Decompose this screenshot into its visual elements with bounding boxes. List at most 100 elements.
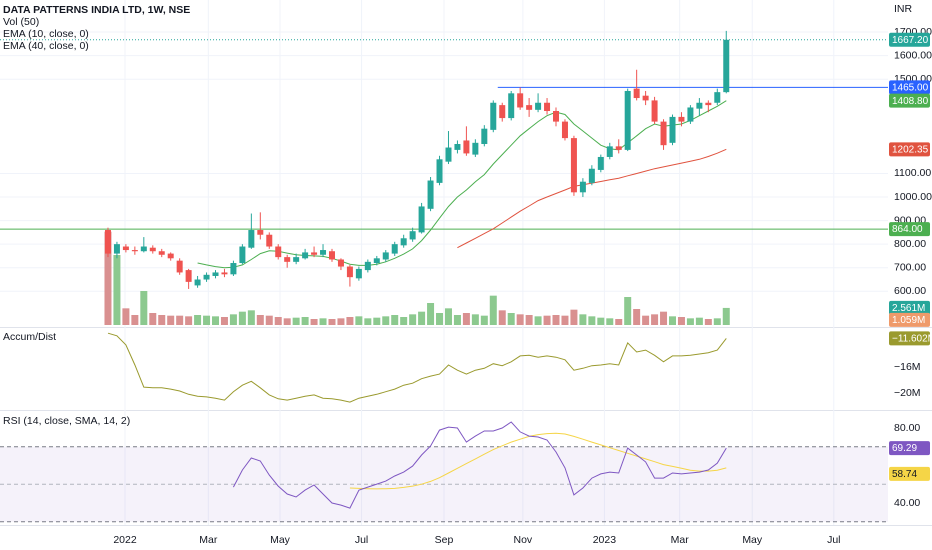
candle-body (436, 159, 443, 183)
candle-body (508, 93, 515, 119)
candle-body (553, 111, 560, 122)
volume-bar (516, 314, 524, 325)
ema-legend: EMA (10, close, 0) (3, 28, 89, 40)
volume-bar (203, 315, 211, 325)
volume-bar (319, 318, 327, 325)
candle-body (517, 93, 524, 108)
volume-bar (373, 317, 381, 325)
candle-body (104, 230, 111, 254)
candle-body (454, 143, 461, 150)
candle-body (194, 279, 201, 286)
volume-bar (382, 316, 390, 325)
volume-bar (418, 311, 426, 325)
x-tick-label: May (742, 534, 763, 546)
x-tick-label: Mar (199, 534, 218, 546)
candle-body (275, 246, 282, 258)
volume-bar (695, 317, 703, 325)
volume-bar (364, 318, 372, 325)
ema-legend: EMA (40, close, 0) (3, 40, 89, 52)
volume-bar (301, 317, 309, 325)
price-tag (889, 80, 930, 95)
candle-body (311, 252, 318, 255)
candle-body (418, 206, 425, 233)
candle-body (705, 102, 712, 106)
indicator-line (107, 332, 727, 403)
volume-bar (489, 295, 497, 325)
x-tick-label: Nov (514, 534, 533, 546)
volume-bar (453, 315, 461, 325)
x-tick-label: 2022 (113, 534, 137, 546)
y-tick-label: 80.00 (894, 422, 920, 434)
volume-bar (149, 313, 157, 325)
volume-bar (444, 308, 452, 325)
y-tick-label: 1000.00 (894, 191, 932, 203)
candle-body (651, 100, 658, 122)
y-tick-label: −16M (894, 361, 921, 373)
volume-bar (104, 231, 112, 325)
candle-body (526, 105, 533, 110)
candle-body (669, 116, 676, 143)
rsi-legend: RSI (14, close, SMA, 14, 2) (3, 415, 130, 427)
candle-body (320, 250, 327, 255)
price-tag-label: 1667.20 (892, 35, 929, 46)
price-tag-label: 1202.35 (892, 144, 929, 155)
x-tick-label: May (270, 534, 291, 546)
volume-bar (310, 319, 318, 325)
price-tag (889, 222, 930, 237)
volume-bar (328, 319, 336, 325)
candle-body (221, 272, 228, 275)
volume-bar (167, 315, 175, 325)
price-tag-label: 1408.80 (892, 96, 929, 107)
price-tag (889, 300, 930, 315)
candle-body (561, 121, 568, 139)
volume-bar (633, 309, 641, 325)
candle-body (472, 142, 479, 155)
y-tick-label: 1100.00 (894, 167, 931, 179)
x-tick-label: Mar (671, 534, 690, 546)
volume-bar (677, 317, 685, 325)
candle-body (293, 257, 300, 262)
candle-body (427, 180, 434, 209)
volume-bar (597, 317, 605, 325)
volume-bar (543, 315, 551, 325)
volume-bar (507, 313, 515, 325)
candle-body (158, 251, 165, 255)
y-tick-label: 700.00 (894, 262, 926, 274)
currency-label: INR (894, 3, 913, 15)
volume-bar (534, 316, 542, 325)
price-tag-label: 2.561M (892, 303, 925, 314)
candle-body (678, 116, 685, 122)
volume-bar (400, 317, 408, 325)
volume-bar (668, 316, 676, 325)
candle-body (212, 272, 219, 276)
candle-body (355, 268, 362, 279)
volume-bar (140, 291, 148, 325)
volume-bar (606, 318, 614, 325)
x-tick-label: 2023 (593, 534, 617, 546)
y-tick-label: −20M (894, 387, 921, 399)
candle-body (149, 247, 156, 252)
candle-body (167, 253, 174, 259)
volume-bar (346, 317, 354, 325)
price-tag (889, 93, 930, 108)
candle-body (723, 39, 730, 93)
candle-body (579, 181, 586, 193)
volume-bar (131, 315, 139, 325)
candle-body (328, 251, 335, 260)
candle-body (499, 105, 506, 119)
candle-body (382, 252, 389, 260)
candle-body (364, 261, 371, 271)
volume-bar (229, 314, 237, 325)
volume-bar (660, 311, 668, 325)
volume-bar (704, 319, 712, 325)
candle-body (490, 102, 497, 130)
price-tag (889, 142, 930, 157)
candle-body (140, 246, 147, 252)
volume-bar (525, 315, 533, 325)
price-tag-label: 1465.00 (892, 83, 929, 94)
volume-bar (185, 316, 193, 325)
candle-body (409, 231, 416, 240)
price-tag-label: 58.74 (892, 469, 917, 480)
volume-bar (651, 314, 659, 325)
